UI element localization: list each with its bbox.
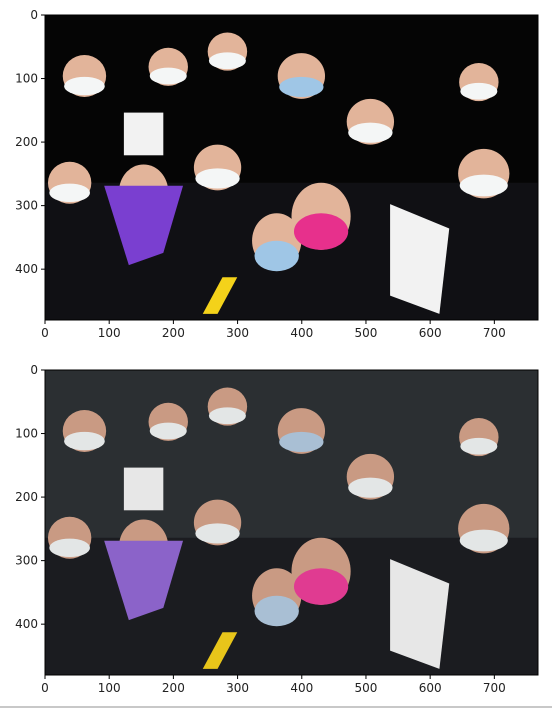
purple-bandana bbox=[104, 540, 184, 621]
y-tick-label: 300 bbox=[15, 199, 38, 213]
pink-mask bbox=[293, 568, 349, 605]
face-mask-3 bbox=[279, 431, 324, 453]
face-mask-8 bbox=[195, 523, 240, 544]
x-tick-label: 0 bbox=[41, 326, 49, 340]
face-mask-5 bbox=[460, 82, 498, 100]
face-mask-1 bbox=[149, 67, 187, 85]
photo-bottom bbox=[45, 370, 538, 675]
y-tick-label: 400 bbox=[15, 617, 38, 631]
panel-top: 0 100 200 300 400 500 600 700 0 100 200 300 400 bbox=[15, 8, 539, 340]
photo-frame-bottom bbox=[44, 369, 539, 676]
purple-bandana bbox=[104, 185, 184, 266]
panel-bottom: 0 100 200 300 400 500 600 700 0 100 200 300 400 bbox=[15, 363, 539, 695]
y-ticks-bottom: 0 100 200 300 400 bbox=[15, 363, 45, 631]
x-tick-label: 200 bbox=[162, 681, 185, 695]
face-mask-4 bbox=[348, 122, 393, 143]
protest-sign-left bbox=[123, 112, 164, 156]
face-mask-5 bbox=[460, 437, 498, 455]
y-tick-label: 100 bbox=[15, 72, 38, 86]
face-mask-7 bbox=[49, 183, 90, 203]
y-tick-label: 400 bbox=[15, 262, 38, 276]
y-tick-label: 200 bbox=[15, 135, 38, 149]
face-mask-8 bbox=[195, 168, 240, 189]
light-blue-mask bbox=[254, 240, 299, 272]
face-mask-2 bbox=[208, 52, 246, 70]
x-tick-label: 600 bbox=[419, 326, 442, 340]
protest-sign-left bbox=[123, 467, 164, 511]
scroll-divider bbox=[0, 706, 552, 708]
pink-mask bbox=[293, 213, 349, 250]
x-tick-label: 500 bbox=[355, 681, 378, 695]
x-tick-label: 200 bbox=[162, 326, 185, 340]
face-mask-3 bbox=[279, 76, 324, 98]
x-tick-label: 300 bbox=[226, 326, 249, 340]
protest-sign-right bbox=[390, 204, 450, 314]
x-tick-label: 0 bbox=[41, 681, 49, 695]
x-tick-label: 500 bbox=[355, 326, 378, 340]
x-tick-label: 700 bbox=[483, 326, 506, 340]
light-blue-mask bbox=[254, 595, 299, 627]
photo-frame-top bbox=[44, 14, 539, 321]
x-tick-label: 100 bbox=[98, 326, 121, 340]
x-tick-label: 100 bbox=[98, 681, 121, 695]
x-tick-label: 300 bbox=[226, 681, 249, 695]
face-mask-6 bbox=[459, 529, 508, 552]
yellow-shirt-accent bbox=[202, 277, 238, 314]
protest-sign-right bbox=[390, 559, 450, 669]
y-tick-label: 300 bbox=[15, 554, 38, 568]
y-tick-label: 100 bbox=[15, 427, 38, 441]
yellow-shirt-accent bbox=[202, 632, 238, 669]
x-tick-label: 700 bbox=[483, 681, 506, 695]
y-ticks-top: 0 100 200 300 400 bbox=[15, 8, 45, 276]
face-mask-7 bbox=[49, 538, 90, 558]
y-tick-label: 0 bbox=[30, 363, 38, 377]
face-mask-1 bbox=[149, 422, 187, 440]
y-tick-label: 0 bbox=[30, 8, 38, 22]
face-mask-2 bbox=[208, 407, 246, 425]
x-ticks-bottom: 0 100 200 300 400 500 600 700 bbox=[41, 675, 506, 695]
x-ticks-top: 0 100 200 300 400 500 600 700 bbox=[41, 320, 506, 340]
x-tick-label: 400 bbox=[290, 681, 313, 695]
y-tick-label: 200 bbox=[15, 490, 38, 504]
x-tick-label: 600 bbox=[419, 681, 442, 695]
face-mask-6 bbox=[459, 174, 508, 197]
face-mask-0 bbox=[64, 76, 105, 96]
photo-top bbox=[45, 15, 538, 320]
face-mask-0 bbox=[64, 431, 105, 451]
x-tick-label: 400 bbox=[290, 326, 313, 340]
face-mask-4 bbox=[348, 477, 393, 498]
